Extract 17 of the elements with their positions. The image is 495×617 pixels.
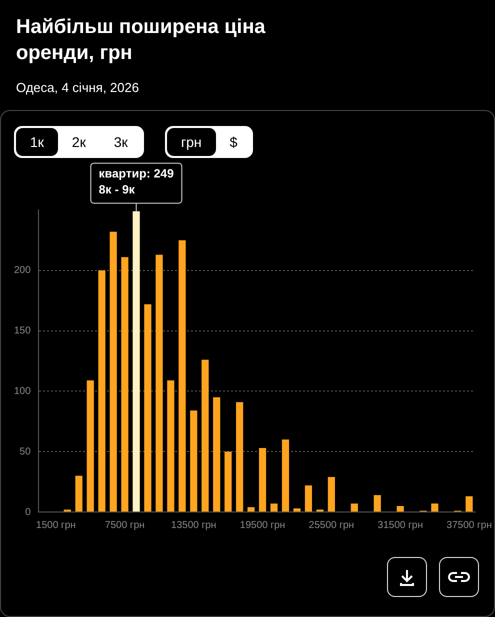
x-tick-label: 7500 грн xyxy=(104,520,145,531)
x-tick-label: 31500 грн xyxy=(378,520,423,531)
y-tick-label: 200 xyxy=(14,265,32,276)
x-tick-label: 13500 грн xyxy=(171,520,216,531)
currency-toggle: грн $ xyxy=(165,126,254,158)
x-tick-label: 37500 грн xyxy=(446,520,492,531)
y-tick-label: 50 xyxy=(20,446,32,458)
x-tick-label: 19500 грн xyxy=(240,520,286,531)
y-tick-label: 100 xyxy=(14,386,32,397)
y-tick-label: 150 xyxy=(14,326,32,337)
chart-subtitle: Одеса, 4 січня, 2026 xyxy=(16,80,139,95)
x-tick-label: 1500 грн xyxy=(36,520,76,531)
annotation: квартир: 249 8к - 9к xyxy=(98,166,174,197)
y-tick-label: 0 xyxy=(25,506,32,518)
step-toggle: 1к 2к 3к xyxy=(14,126,144,158)
x-tick-label: 25500 грн xyxy=(308,520,354,531)
chart-title: Найбільш поширена ціна оренди, грн xyxy=(16,15,266,66)
